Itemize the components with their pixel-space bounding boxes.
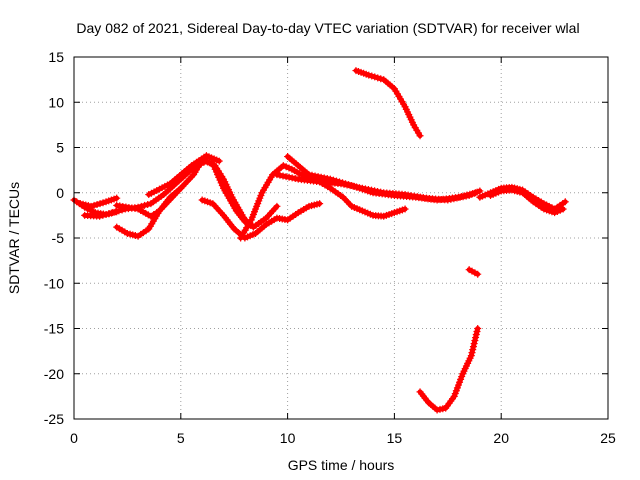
series-arc-b — [76, 194, 121, 210]
series-markers — [145, 152, 223, 199]
y-tick-label: -5 — [52, 230, 65, 246]
y-tick-label: -20 — [44, 366, 64, 382]
axis-ticks: 0 5 10 15 20 25 -25 -20 -15 -10 -5 0 5 10 15 — [44, 49, 616, 446]
grid — [74, 57, 608, 419]
chart-title: Day 082 of 2021, Sidereal Day-to-day VTE… — [76, 20, 579, 36]
series-arc-e — [113, 184, 185, 240]
series-arc-l — [465, 266, 482, 278]
series-line — [466, 267, 481, 277]
y-tick-label: -10 — [44, 275, 64, 291]
x-tick-label: 25 — [600, 430, 616, 446]
series-markers — [273, 171, 484, 204]
y-axis-label: SDTVAR / TECUs — [6, 182, 22, 294]
series-markers — [113, 184, 185, 240]
x-tick-label: 0 — [70, 430, 78, 446]
series-markers — [76, 194, 121, 210]
y-tick-label: -25 — [44, 411, 64, 427]
series-markers — [465, 266, 482, 278]
series-arc-f — [145, 152, 223, 199]
series-markers — [113, 156, 281, 231]
y-tick-label: -15 — [44, 321, 64, 337]
y-tick-label: 15 — [48, 49, 64, 65]
x-tick-label: 5 — [177, 430, 185, 446]
series-markers — [416, 325, 482, 414]
x-tick-label: 10 — [280, 430, 296, 446]
series-arc-d — [113, 156, 281, 231]
series-arc-j — [273, 171, 484, 204]
series-markers — [352, 67, 424, 140]
series-line — [417, 326, 481, 413]
y-tick-label: 0 — [56, 185, 64, 201]
series-markers — [487, 186, 567, 217]
series-arc-o — [487, 186, 567, 217]
data-series-group — [70, 67, 569, 414]
y-tick-label: 5 — [56, 140, 64, 156]
x-tick-label: 20 — [493, 430, 509, 446]
x-axis-label: GPS time / hours — [288, 457, 395, 473]
series-arc-m — [416, 325, 482, 414]
x-tick-label: 15 — [387, 430, 403, 446]
y-tick-label: 10 — [48, 94, 64, 110]
series-arc-g — [198, 196, 324, 242]
series-arc-k — [352, 67, 424, 140]
series-markers — [198, 196, 324, 242]
